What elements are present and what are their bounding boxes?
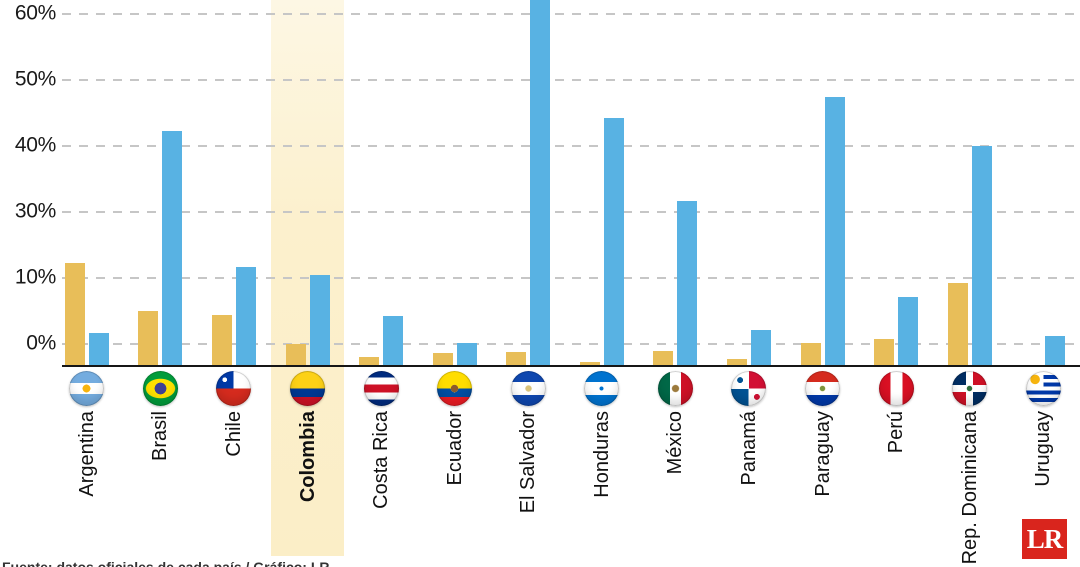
bar-serie-amarilla-argentina xyxy=(64,263,85,366)
y-axis-tick-label: 10% xyxy=(14,265,56,289)
x-axis-label-honduras: Honduras xyxy=(590,411,613,498)
bar-serie-amarilla-ecuador xyxy=(432,352,453,366)
flag-repdominicana-icon xyxy=(952,371,988,406)
x-axis-label-mexico: México xyxy=(664,411,687,475)
bar-serie-azul-uruguay xyxy=(1045,336,1066,366)
gridline xyxy=(62,79,1080,81)
x-axis-label-paraguay: Paraguay xyxy=(811,411,834,497)
bar-serie-amarilla-honduras xyxy=(579,362,600,366)
bar-serie-azul-ecuador xyxy=(456,343,477,366)
flag-argentina-icon xyxy=(69,371,105,406)
flag-chile-icon xyxy=(216,371,252,406)
bar-serie-azul-argentina xyxy=(88,332,109,366)
bar-serie-azul-peru xyxy=(898,297,919,366)
bar-serie-azul-brasil xyxy=(162,130,183,366)
lr-logo: LR xyxy=(1022,519,1067,559)
gridline xyxy=(62,277,1080,279)
source-text-clipped: Fuente: datos oficiales de cada país / G… xyxy=(2,559,330,567)
gridline xyxy=(62,343,1080,345)
y-axis-tick-label: 30% xyxy=(14,199,56,223)
bar-serie-amarilla-elsalvador xyxy=(506,351,527,366)
flag-ecuador-icon xyxy=(437,371,473,406)
x-axis-label-peru: Perú xyxy=(885,411,908,454)
y-axis-tick-label: 0% xyxy=(26,331,56,355)
flag-honduras-icon xyxy=(584,371,620,406)
flag-mexico-icon xyxy=(657,371,693,406)
bar-serie-azul-colombia xyxy=(309,274,330,366)
x-axis-line xyxy=(62,365,1080,367)
bar-serie-azul-elsalvador xyxy=(530,0,551,366)
flag-colombia-icon xyxy=(290,371,325,406)
bar-serie-amarilla-panama xyxy=(726,358,747,366)
bar-serie-amarilla-chile xyxy=(211,314,232,366)
bar-serie-amarilla-mexico xyxy=(653,351,674,366)
x-axis-label-panama: Panamá xyxy=(737,411,760,486)
gridline xyxy=(62,13,1080,15)
flag-panama-icon xyxy=(731,371,767,406)
x-axis-label-elsalvador: El Salvador xyxy=(517,411,540,514)
gridline xyxy=(62,145,1080,147)
bar-serie-azul-paraguay xyxy=(824,97,845,366)
x-axis-label-chile: Chile xyxy=(222,411,245,457)
bar-serie-azul-mexico xyxy=(677,200,698,366)
y-axis-tick-label: 60% xyxy=(14,1,56,25)
bar-serie-amarilla-repdominicana xyxy=(947,283,968,366)
y-axis-tick-label: 40% xyxy=(14,133,56,157)
bar-serie-azul-honduras xyxy=(603,118,624,366)
x-axis-label-repdominicana: Rep. Dominicana xyxy=(958,411,981,565)
bar-serie-azul-costarica xyxy=(383,315,404,366)
flag-elsalvador-icon xyxy=(510,371,546,406)
bar-serie-azul-panama xyxy=(750,329,771,366)
gridline xyxy=(62,211,1080,213)
flag-paraguay-icon xyxy=(805,371,840,406)
bar-serie-azul-chile xyxy=(235,267,256,366)
bar-serie-amarilla-colombia xyxy=(285,344,306,366)
flag-brasil-icon xyxy=(142,371,178,406)
bar-serie-amarilla-costarica xyxy=(359,357,380,366)
x-axis-label-ecuador: Ecuador xyxy=(443,411,466,486)
flag-peru-icon xyxy=(878,371,914,406)
bar-serie-amarilla-peru xyxy=(874,338,895,366)
bar-serie-azul-repdominicana xyxy=(971,146,992,366)
x-axis-label-uruguay: Uruguay xyxy=(1032,411,1055,487)
flag-uruguay-icon xyxy=(1025,371,1061,406)
x-axis-label-colombia: Colombia xyxy=(296,411,319,503)
y-axis-tick-label: 50% xyxy=(14,67,56,91)
x-axis-label-brasil: Brasil xyxy=(149,411,172,462)
x-axis-label-costarica: Costa Rica xyxy=(370,411,393,509)
x-axis-label-argentina: Argentina xyxy=(75,411,98,497)
flag-costarica-icon xyxy=(363,371,399,406)
bar-serie-amarilla-paraguay xyxy=(800,343,821,366)
bar-serie-amarilla-brasil xyxy=(138,310,159,366)
